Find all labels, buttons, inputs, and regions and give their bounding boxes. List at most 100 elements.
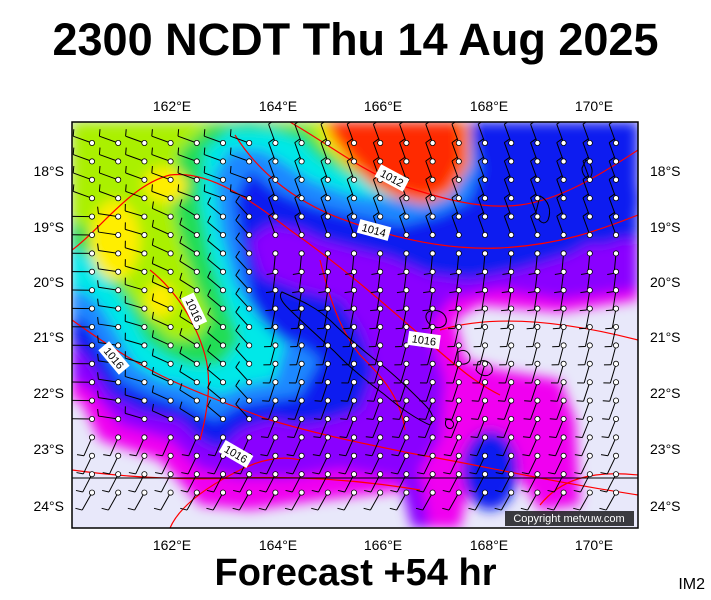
wind-station-dot xyxy=(89,287,96,294)
wind-station-dot xyxy=(350,471,357,478)
wind-station-dot xyxy=(167,360,174,367)
wind-barb-shaft xyxy=(396,473,407,493)
wind-barb-feather xyxy=(496,454,504,457)
lon-tick-top: 162°E xyxy=(153,98,191,114)
wind-station-dot xyxy=(219,213,226,220)
wind-barb-feather xyxy=(151,184,153,192)
wind-station-dot xyxy=(89,360,96,367)
wind-barb-shaft xyxy=(207,258,224,273)
wind-barb-shaft xyxy=(450,437,460,456)
wind-station-dot xyxy=(324,471,331,478)
wind-barb-shaft xyxy=(455,290,460,311)
wind-station-dot xyxy=(350,213,357,220)
wind-station-dot xyxy=(298,231,305,238)
wind-barb-feather xyxy=(549,436,557,439)
lat-axis-left: 18°S 19°S 20°S 21°S 22°S 23°S 24°S xyxy=(33,163,64,514)
wind-barb-feather xyxy=(582,193,589,199)
wind-barb-feather xyxy=(229,184,232,192)
wind-station-dot xyxy=(534,176,541,183)
wind-barb-feather xyxy=(397,272,405,275)
wind-barb-feather xyxy=(179,327,183,335)
wind-station-dot xyxy=(298,287,305,294)
wind-barb-shaft xyxy=(319,437,329,456)
wind-barb-feather xyxy=(530,174,537,180)
wind-barb-feather xyxy=(345,272,353,275)
wind-station-dot xyxy=(115,231,122,238)
wind-barb-shaft xyxy=(556,400,565,420)
wind-barb-feather xyxy=(599,507,607,511)
wind-barb-feather xyxy=(151,256,154,264)
wind-station-dot xyxy=(560,360,567,367)
wind-station-dot xyxy=(89,415,96,422)
wind-station-dot xyxy=(613,231,620,238)
lon-tick-top: 168°E xyxy=(470,98,508,114)
wind-barb-shaft xyxy=(73,135,93,144)
wind-station-dot xyxy=(586,360,593,367)
wind-barb-shaft xyxy=(98,286,119,291)
wind-barb-feather xyxy=(371,272,379,275)
wind-barb-shaft xyxy=(477,179,486,199)
wind-station-dot xyxy=(455,158,462,165)
wind-station-dot xyxy=(455,213,462,220)
wind-station-dot xyxy=(455,379,462,386)
wind-barb-shaft xyxy=(230,190,250,199)
wind-barb-shaft xyxy=(581,437,591,456)
wind-barb-shaft xyxy=(586,290,591,311)
wind-barb-feather xyxy=(294,193,301,199)
wind-station-dot xyxy=(481,305,488,312)
wind-barb-feather xyxy=(443,454,451,457)
wind-station-dot xyxy=(534,489,541,496)
wind-barb-shaft xyxy=(235,385,250,401)
wind-barb-shaft xyxy=(582,197,591,217)
wind-barb-feather xyxy=(207,252,212,260)
wind-barb-feather xyxy=(203,184,206,192)
wind-barb-feather xyxy=(75,489,83,493)
wind-barb-shaft xyxy=(451,216,460,236)
wind-barb-shaft xyxy=(452,363,460,384)
wind-station-dot xyxy=(350,176,357,183)
wind-barb-shaft xyxy=(399,142,407,162)
wind-barb-feather xyxy=(530,211,537,217)
wind-station-dot xyxy=(613,434,620,441)
wind-station-dot xyxy=(272,434,279,441)
wind-station-dot xyxy=(115,139,122,146)
wind-station-dot xyxy=(455,489,462,496)
wind-barb-feather xyxy=(346,211,354,217)
wind-barb-feather xyxy=(206,507,214,511)
wind-barb-feather xyxy=(369,327,377,330)
wind-station-dot xyxy=(455,195,462,202)
wind-station-dot xyxy=(193,379,200,386)
wind-station-dot xyxy=(298,397,305,404)
wind-barb-feather xyxy=(265,309,273,312)
wind-barb-shaft xyxy=(179,389,198,402)
wind-barb-shaft xyxy=(503,216,512,236)
wind-barb-shaft xyxy=(530,124,538,144)
wind-station-dot xyxy=(219,471,226,478)
wind-barb-shaft xyxy=(425,142,434,162)
wind-barb-shaft xyxy=(527,492,538,511)
wind-station-dot xyxy=(246,323,253,330)
wind-station-dot xyxy=(350,360,357,367)
wind-barb-feather xyxy=(504,193,511,199)
wind-station-dot xyxy=(455,323,462,330)
wind-station-dot xyxy=(403,489,410,496)
forecast-label: Forecast +54 hr xyxy=(214,552,497,594)
wind-station-dot xyxy=(377,489,384,496)
wind-station-dot xyxy=(167,287,174,294)
wind-barb-feather xyxy=(340,418,348,420)
wind-barb-feather xyxy=(98,184,101,192)
wind-barb-shaft xyxy=(481,290,486,311)
wind-station-dot xyxy=(455,287,462,294)
image-code: IM2 xyxy=(678,576,705,593)
wind-barb-shaft xyxy=(324,290,329,311)
wind-barb-shaft xyxy=(152,244,171,254)
wind-barb-shaft xyxy=(99,190,119,199)
wind-barb-shaft xyxy=(373,382,381,402)
wind-barb-feather xyxy=(179,383,183,391)
wind-barb-feather xyxy=(602,418,610,420)
wind-station-dot xyxy=(219,231,226,238)
wind-barb-feather xyxy=(97,298,99,306)
wind-barb-feather xyxy=(229,147,232,155)
wind-barb-shaft xyxy=(152,281,171,291)
wind-barb-shaft xyxy=(346,418,355,438)
